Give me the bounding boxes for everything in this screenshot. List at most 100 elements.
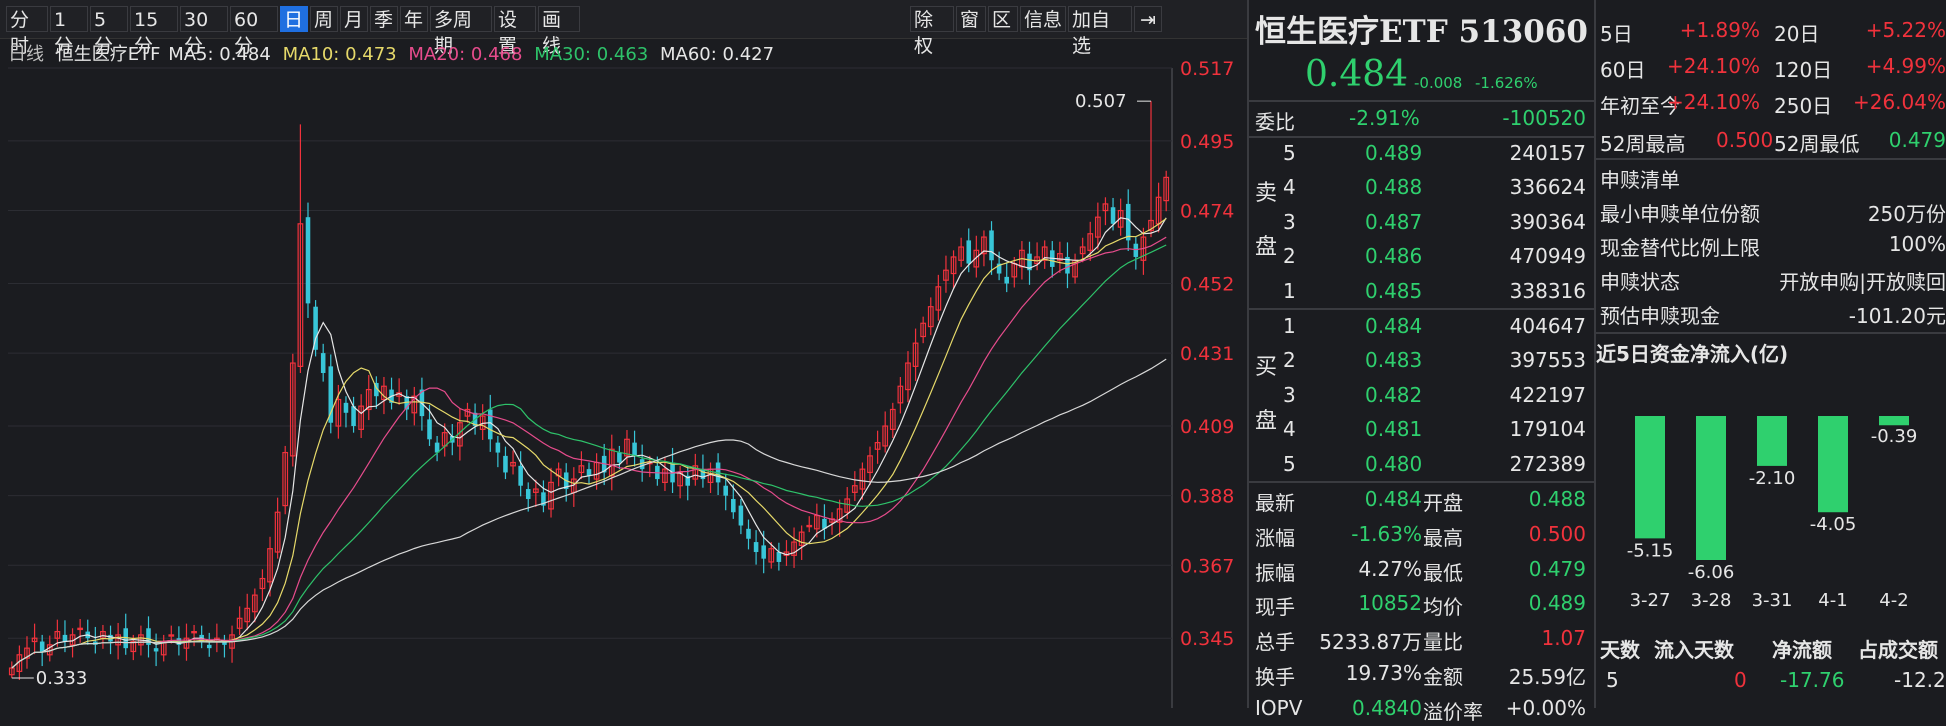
period-return-row: 年初至今 +24.10% 250日 +26.04% [1596, 86, 1946, 120]
legend-ma60: MA60: 0.427 [660, 44, 775, 65]
period-tab-3[interactable]: 15分 [130, 6, 178, 57]
sell-level-row[interactable]: 2 0.486 470949 [1249, 240, 1594, 274]
detail-label: 均价 [1423, 595, 1463, 620]
detail-row: 涨幅 -1.63% 最高 0.500 [1249, 518, 1594, 552]
level-number: 4 [1283, 417, 1296, 442]
push-pin-icon[interactable]: ⇥ [1134, 6, 1162, 32]
candle-body [328, 366, 334, 423]
period-tab-8[interactable]: 月 [340, 6, 368, 32]
kline-chart[interactable]: 0.517 0.495 0.474 0.452 0.431 0.409 0.388 0.367… [0, 38, 1248, 708]
sell-side-label: 盘 [1254, 235, 1277, 260]
candle-body [889, 408, 896, 430]
sell-level-row[interactable]: 5 0.489 240157 [1249, 137, 1594, 171]
period-tab-10[interactable]: 年 [400, 6, 428, 32]
candle-body [365, 388, 372, 411]
candle-body [753, 542, 759, 553]
sell-level-row[interactable]: 4 0.488 336624 [1249, 171, 1594, 205]
candle-body [320, 353, 326, 373]
kline-svg[interactable]: 0.517 0.495 0.474 0.452 0.431 0.409 0.388 0.367… [0, 38, 1248, 708]
week52-high-label: 52周最高 [1600, 132, 1686, 156]
y-tick-label: 0.367 [1180, 555, 1234, 577]
toolbar-right-button-3[interactable]: 信息 [1020, 6, 1066, 32]
flow-x-label: 4-1 [1818, 590, 1847, 611]
weibi-pct: -2.91% [1349, 106, 1420, 130]
flow-table-cell: 0 [1734, 668, 1747, 692]
sell-level-row[interactable]: 3 0.487 390364 [1249, 206, 1594, 240]
period-tab-5[interactable]: 60分 [230, 6, 278, 57]
period-tab-11[interactable]: 多周期 [430, 6, 492, 57]
candle-body [1094, 216, 1101, 238]
detail-label: 量比 [1423, 630, 1463, 655]
detail-row: 最新 0.484 开盘 0.488 [1249, 483, 1594, 517]
period-tab-1[interactable]: 1分 [50, 6, 88, 57]
candle-body [251, 594, 258, 613]
redeem-row: 预估申赎现金 -101.20元 [1596, 296, 1946, 330]
toolbar-right-button-2[interactable]: 区 [988, 6, 1018, 32]
candle-body [374, 382, 379, 397]
candle-body [1125, 203, 1131, 241]
level-price: 0.484 [1365, 314, 1423, 338]
period-tab-13[interactable]: 画线 [538, 6, 580, 57]
level-number: 1 [1283, 278, 1296, 303]
buy-level-row[interactable]: 1 0.484 404647 [1249, 310, 1594, 344]
detail-value: -1.63% [1351, 521, 1422, 546]
level-price: 0.486 [1365, 244, 1423, 269]
flow-bar [1757, 416, 1787, 466]
candle-body [525, 489, 531, 499]
y-tick-label: 0.474 [1180, 201, 1234, 223]
level-volume: 397553 [1509, 348, 1586, 373]
sell-level-row[interactable]: 1 0.485 338316 [1249, 275, 1594, 309]
buy-level-row[interactable]: 2 0.483 397553 [1249, 344, 1594, 378]
period-tab-4[interactable]: 30分 [180, 6, 228, 57]
period-tab-9[interactable]: 季 [370, 6, 398, 32]
redeem-label: 预估申赎现金 [1600, 304, 1720, 328]
candle-body [958, 246, 965, 261]
buy-level-row[interactable]: 5 0.480 272389 [1249, 448, 1594, 482]
weibi-label: 委比 [1255, 110, 1295, 134]
candle-body [989, 230, 994, 261]
candle-body [1133, 243, 1139, 257]
flow-x-label: 3-31 [1752, 590, 1793, 611]
candle-body [289, 362, 296, 457]
candle-body [77, 627, 84, 631]
candle-body [851, 485, 858, 493]
ma-legend: 日线 恒生医疗ETF MA5: 0.484 MA10: 0.473 MA20: … [8, 40, 780, 66]
candle-body [791, 541, 797, 556]
candle-body [746, 528, 751, 539]
y-tick-label: 0.517 [1180, 58, 1234, 80]
period-tab-7[interactable]: 周 [310, 6, 338, 32]
candle-body [1004, 276, 1009, 284]
toolbar-right-button-0[interactable]: 除权 [910, 6, 954, 57]
toolbar-right-button-1[interactable]: 窗 [956, 6, 986, 32]
candle-body [282, 451, 289, 507]
period-tab-0[interactable]: 分时 [6, 6, 48, 57]
candle-body [191, 630, 197, 634]
divider [1596, 332, 1946, 334]
candle-body [943, 269, 949, 281]
last-price: 0.484 [1305, 54, 1409, 95]
candle-body [1087, 233, 1094, 251]
period-tab-6[interactable]: 日 [280, 6, 308, 32]
period-tab-2[interactable]: 5分 [90, 6, 128, 57]
candle-body [267, 548, 273, 583]
detail-value: 0.479 [1528, 556, 1586, 581]
period-tab-12[interactable]: 设置 [494, 6, 536, 57]
candle-body [206, 644, 212, 649]
detail-value: 0.488 [1528, 487, 1586, 511]
period-value: +1.89% [1679, 18, 1760, 42]
candle-body [54, 630, 61, 639]
toolbar-right-button-4[interactable]: 加自选 [1068, 6, 1132, 57]
flow-bar-label: -5.15 [1627, 540, 1674, 561]
buy-level-row[interactable]: 4 0.481 179104 [1249, 413, 1594, 447]
buy-level-row[interactable]: 3 0.482 422197 [1249, 379, 1594, 413]
flow-table-header-cell: 占成交额 [1858, 638, 1938, 662]
level-volume: 390364 [1509, 209, 1586, 234]
candle-body [1163, 176, 1170, 202]
candle-body [495, 442, 501, 453]
flow-x-label: 4-2 [1879, 590, 1908, 611]
candle-body [39, 641, 45, 652]
flow-table-header-cell: 流入天数 [1654, 638, 1734, 662]
candle-body [966, 240, 972, 264]
level-volume: 422197 [1509, 382, 1586, 407]
candle-body [981, 236, 987, 255]
